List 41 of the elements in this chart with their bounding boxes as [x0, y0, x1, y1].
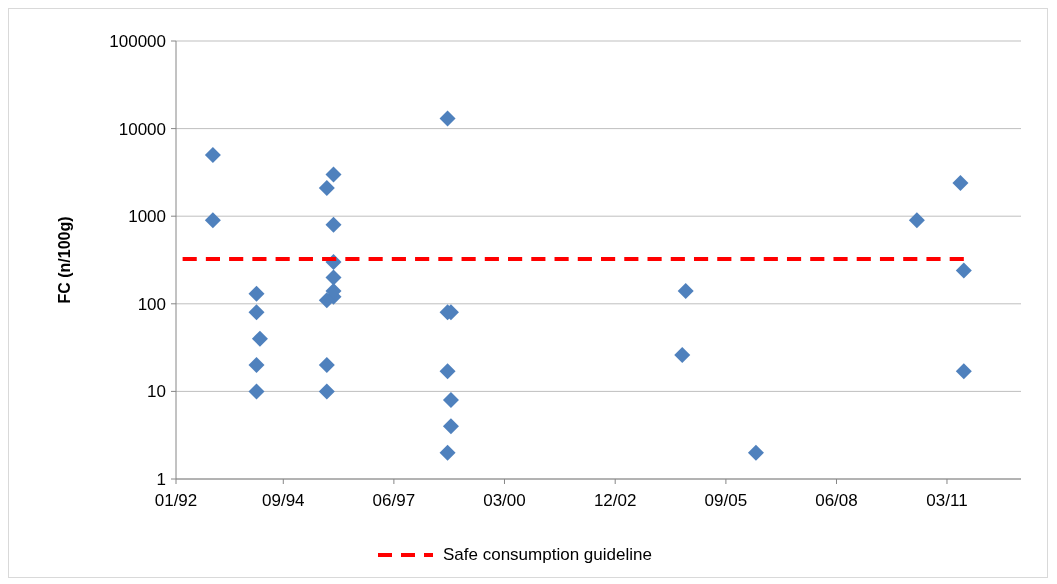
point: [955, 363, 972, 380]
point: [908, 212, 925, 229]
point: [325, 216, 342, 233]
y-tick-label: 100: [137, 294, 166, 314]
point: [325, 166, 342, 183]
point: [747, 444, 764, 461]
y-tick-label: 10000: [118, 119, 166, 139]
point: [677, 283, 694, 299]
y-axis-title: FC (n/100g): [56, 216, 73, 304]
point: [248, 285, 265, 302]
point: [248, 357, 265, 374]
x-tick-label: 06/97: [372, 491, 416, 510]
point: [318, 357, 335, 374]
point: [251, 330, 268, 347]
point: [442, 418, 459, 435]
legend-label: Safe consumption guideline: [443, 545, 652, 564]
y-tick-label: 10: [147, 382, 166, 402]
point: [439, 444, 456, 461]
y-tick-label: 100000: [109, 31, 166, 51]
x-tick-label: 01/92: [154, 491, 198, 510]
x-tick-label: 09/05: [704, 491, 748, 510]
point: [952, 174, 969, 191]
point: [204, 212, 221, 229]
point: [325, 269, 342, 286]
point: [674, 347, 691, 364]
point: [318, 383, 335, 400]
point: [439, 363, 456, 380]
x-tick-label: 03/11: [926, 491, 968, 510]
point: [248, 383, 265, 400]
y-tick-label: 1000: [128, 207, 166, 227]
point: [248, 304, 265, 321]
x-tick-label: 09/94: [262, 491, 305, 510]
point: [318, 179, 335, 196]
x-tick-label: 03/00: [483, 491, 526, 510]
x-tick-label: 12/02: [593, 491, 637, 510]
point: [204, 146, 221, 163]
point: [439, 110, 456, 127]
point: [955, 262, 972, 279]
x-tick-label: 06/08: [815, 491, 858, 510]
point: [442, 391, 459, 408]
y-tick-label: 1: [156, 469, 166, 489]
